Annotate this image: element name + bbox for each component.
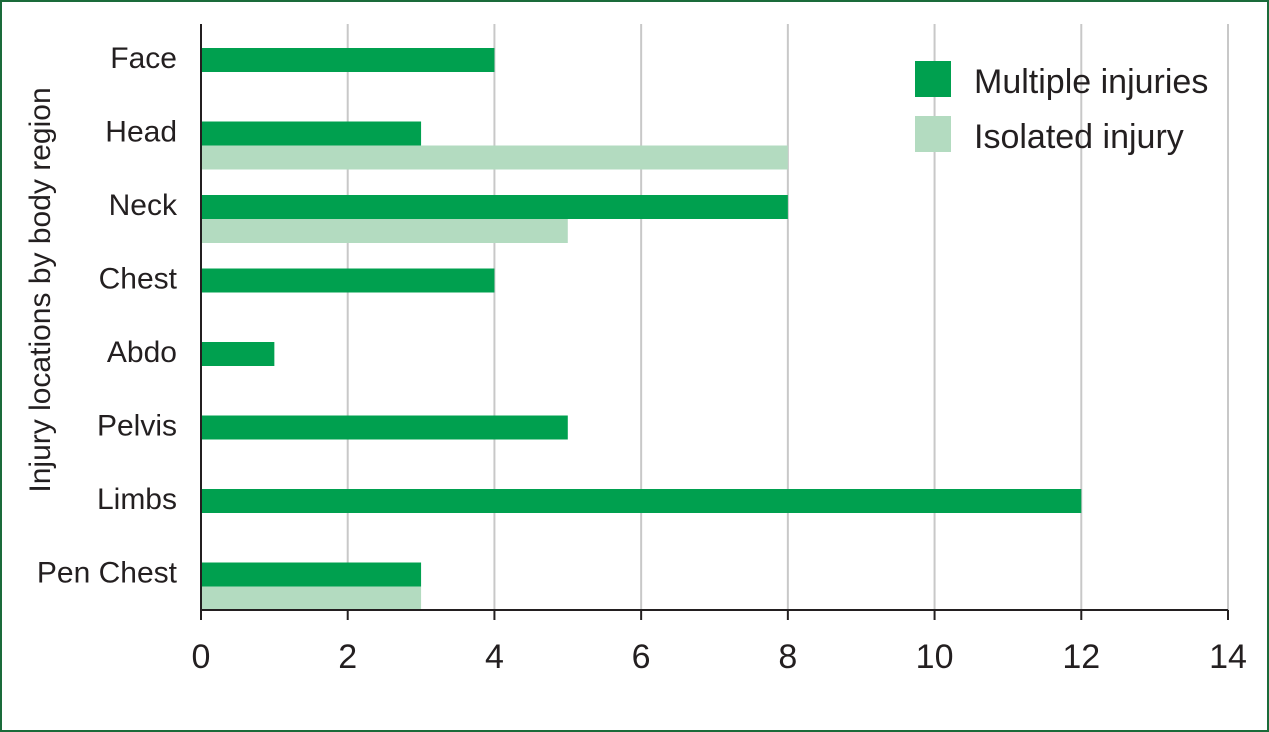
y-axis-title: Injury locations by body region (24, 87, 57, 492)
category-label-pen-chest: Pen Chest (37, 557, 178, 590)
bars (201, 48, 1082, 611)
bar-neck-series-1 (201, 195, 788, 219)
x-tick-label-8: 8 (778, 638, 797, 676)
bar-face-series-1 (201, 48, 495, 72)
category-label-neck: Neck (109, 189, 178, 222)
x-tick-label-14: 14 (1209, 638, 1247, 676)
category-label-chest: Chest (99, 263, 178, 296)
bar-neck-series-2 (201, 219, 568, 243)
category-label-head: Head (105, 116, 177, 149)
x-tick-label-4: 4 (485, 638, 504, 676)
x-tick-label-12: 12 (1062, 638, 1100, 676)
gridlines (346, 24, 1229, 610)
x-tick-label-0: 0 (192, 638, 211, 676)
category-label-abdo: Abdo (107, 336, 177, 369)
bar-pen-chest-series-2 (201, 586, 422, 611)
legend-label-2: Isolated injury (974, 118, 1184, 156)
bar-chest-series-1 (201, 268, 495, 293)
x-tick-label-10: 10 (916, 638, 954, 676)
category-label-pelvis: Pelvis (97, 410, 177, 443)
x-tick-labels: 0 2 4 6 8 10 12 14 (192, 610, 1247, 676)
legend-swatch-2 (915, 116, 951, 152)
y-category-labels: Face Head Neck Chest Abdo Pelvis Limbs Pen Ches… (37, 42, 178, 590)
category-label-face: Face (110, 42, 177, 75)
category-label-limbs: Limbs (97, 483, 177, 516)
legend: Multiple injuries Isolated injury (915, 61, 1208, 156)
axes (200, 24, 1228, 611)
bar-head-series-2 (201, 145, 788, 170)
bar-pelvis-series-1 (201, 415, 568, 440)
bar-limbs-series-1 (201, 489, 1082, 513)
x-tick-label-2: 2 (338, 638, 357, 676)
legend-swatch-1 (915, 61, 951, 97)
bar-head-series-1 (201, 121, 422, 146)
bar-pen-chest-series-1 (201, 562, 422, 587)
legend-label-1: Multiple injuries (974, 63, 1208, 101)
bar-abdo-series-1 (201, 342, 275, 366)
x-tick-label-6: 6 (632, 638, 651, 676)
